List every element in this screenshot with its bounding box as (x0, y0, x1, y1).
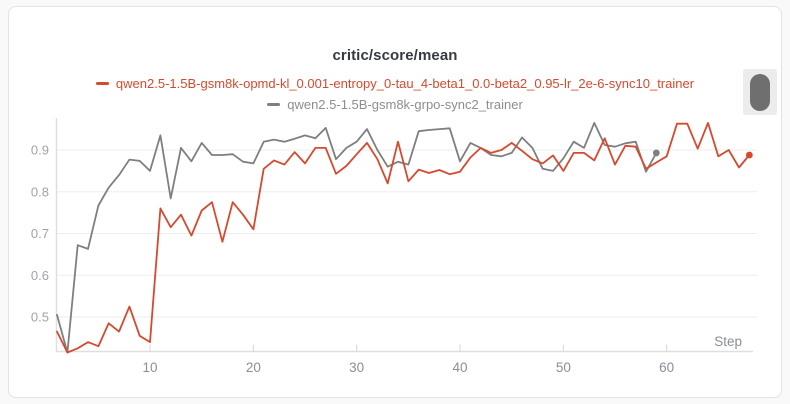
svg-text:60: 60 (659, 360, 674, 375)
svg-text:0.6: 0.6 (31, 268, 49, 283)
legend-swatch-gray-icon (267, 103, 281, 106)
scrollbar-track[interactable] (743, 69, 777, 115)
svg-text:40: 40 (453, 360, 468, 375)
svg-text:Step: Step (714, 334, 742, 349)
scrollbar-thumb[interactable] (750, 73, 770, 111)
legend-swatch-red-icon (95, 82, 109, 85)
svg-text:30: 30 (349, 360, 364, 375)
svg-text:10: 10 (143, 360, 158, 375)
svg-text:0.5: 0.5 (31, 310, 49, 325)
legend-item-opmd-run[interactable]: qwen2.5-1.5B-gsm8k-opmd-kl_0.001-entropy… (9, 73, 781, 94)
svg-text:20: 20 (246, 360, 261, 375)
legend-label-grpo-run: qwen2.5-1.5B-gsm8k-grpo-sync2_trainer (287, 97, 523, 112)
legend-label-opmd-run: qwen2.5-1.5B-gsm8k-opmd-kl_0.001-entropy… (115, 76, 695, 91)
legend-item-grpo-run[interactable]: qwen2.5-1.5B-gsm8k-grpo-sync2_trainer (9, 94, 781, 115)
chart-title: critic/score/mean (332, 47, 458, 64)
legend: qwen2.5-1.5B-gsm8k-opmd-kl_0.001-entropy… (9, 73, 781, 115)
chart-panel: critic/score/mean qwen2.5-1.5B-gsm8k-opm… (8, 6, 782, 398)
svg-text:0.8: 0.8 (31, 184, 49, 199)
svg-text:50: 50 (556, 360, 571, 375)
svg-text:0.7: 0.7 (31, 226, 49, 241)
svg-text:0.9: 0.9 (31, 143, 49, 158)
